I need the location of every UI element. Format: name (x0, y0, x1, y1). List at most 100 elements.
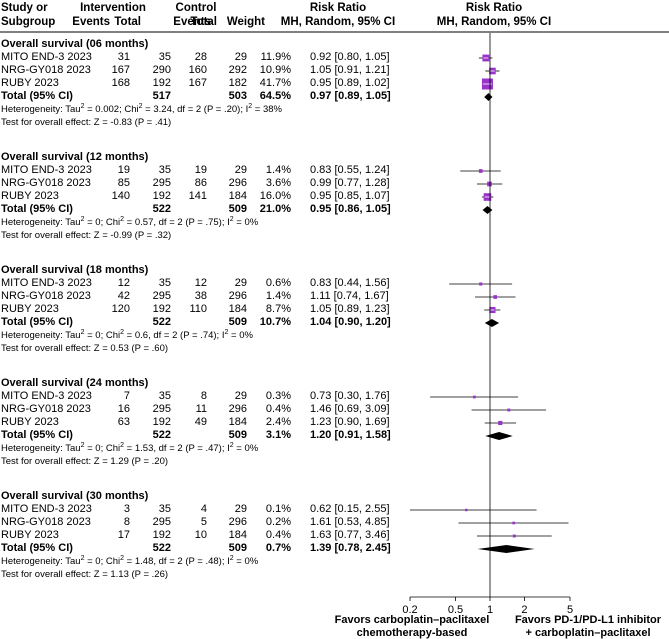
study-int-total: 290 (152, 64, 171, 76)
study-weight: 11.9% (260, 51, 291, 63)
total-label: Total (95% CI) (1, 203, 73, 215)
total-diamond (482, 206, 493, 214)
heterogeneity-part: = 0% (233, 217, 259, 228)
study-ctl-total: 182 (228, 77, 247, 89)
total-diamond (485, 432, 513, 440)
total-int-total: 522 (152, 542, 171, 554)
header-rr-label: Risk Ratio (309, 2, 367, 14)
group-title: Overall survival (24 months) (1, 377, 149, 389)
study-weight: 16.0% (259, 190, 291, 202)
study-ci: 0.95 [0.89, 1.02] (310, 77, 390, 89)
study-ci: 1.46 [0.69, 3.09] (310, 403, 390, 415)
superscript-two: 2 (80, 328, 85, 336)
superscript-two: 2 (80, 215, 85, 223)
study-ci: 0.95 [0.85, 1.07] (310, 190, 390, 202)
study-ctl-total: 29 (234, 503, 247, 515)
study-ctl-events: 19 (194, 164, 207, 176)
heterogeneity-part: Heterogeneity: Tau (1, 217, 81, 228)
total-label: Total (95% CI) (1, 429, 73, 441)
study-ctl-total: 29 (234, 277, 247, 289)
header-int-total: Total (114, 16, 141, 28)
study-ctl-total: 184 (228, 190, 247, 202)
superscript-two: 2 (120, 328, 125, 336)
header-plot-method: MH, Random, 95% CI (436, 16, 552, 28)
study-ctl-events: 49 (194, 416, 207, 428)
study-name: RUBY 2023 (1, 416, 59, 428)
study-ci: 0.62 [0.15, 2.55] (310, 503, 390, 515)
study-name: NRG-GY018 2023 (1, 64, 91, 76)
study-ci: 0.99 [0.77, 1.28] (310, 177, 390, 189)
superscript-two: 2 (80, 554, 85, 562)
heterogeneity-part: = 0; Chi (84, 330, 121, 341)
total-ci: 0.97 [0.89, 1.05] (310, 90, 391, 102)
header-rr-method: MH, Random, 95% CI (280, 16, 396, 28)
study-int-total: 295 (152, 177, 171, 189)
study-name: MITO END-3 2023 (1, 390, 92, 402)
study-int-total: 295 (152, 290, 171, 302)
total-int-total: 522 (152, 316, 171, 328)
study-ci: 1.05 [0.91, 1.21] (310, 64, 390, 76)
study-marker (512, 534, 516, 538)
study-ctl-total: 296 (228, 516, 247, 528)
heterogeneity-part: = 1.48, df = 2 (P = .48); I (124, 556, 230, 567)
study-weight: 0.4% (265, 403, 291, 415)
study-weight: 3.6% (265, 177, 291, 189)
header-ctl-total: Total (190, 16, 217, 28)
heterogeneity-text: Heterogeneity: Tau2 = 0; Chi2 = 0.6, df … (1, 328, 253, 341)
header-subgroup: Subgroup (1, 16, 56, 28)
study-ctl-events: 160 (188, 64, 207, 76)
heterogeneity-part: = 0.6, df = 2 (P = .74); I (124, 330, 225, 341)
superscript-two: 2 (248, 102, 253, 110)
study-ctl-total: 184 (228, 529, 247, 541)
study-marker (493, 295, 498, 299)
heterogeneity-part: Heterogeneity: Tau (1, 443, 81, 454)
header-ctl-events: Events (173, 16, 211, 28)
study-ctl-events: 28 (194, 51, 207, 63)
overall-effect-text: Test for overall effect: Z = 0.53 (P = .… (1, 343, 169, 354)
superscript-two: 2 (224, 328, 229, 336)
favors-left-line2: chemotherapy-based (356, 627, 468, 639)
superscript-two: 2 (120, 215, 125, 223)
header-control: Control (175, 2, 217, 14)
study-marker (479, 282, 483, 286)
study-marker (512, 521, 515, 525)
study-int-total: 35 (158, 164, 171, 176)
total-diamond (484, 319, 500, 327)
heterogeneity-part: = 0.002; Chi (84, 104, 139, 115)
total-label: Total (95% CI) (1, 316, 73, 328)
study-ctl-events: 38 (194, 290, 207, 302)
study-ctl-events: 11 (195, 403, 207, 415)
header-study: Study or (1, 2, 48, 14)
study-weight: 2.4% (265, 416, 291, 428)
study-int-events: 167 (111, 64, 130, 76)
heterogeneity-part: = 0.57, df = 2 (P = .75); I (124, 217, 230, 228)
study-ctl-events: 5 (200, 516, 207, 528)
heterogeneity-part: = 0% (228, 330, 253, 341)
study-weight: 1.4% (265, 164, 291, 176)
study-int-events: 19 (117, 164, 130, 176)
overall-effect-text: Test for overall effect: Z = 1.29 (P = .… (1, 456, 169, 467)
study-marker (507, 408, 511, 412)
study-int-total: 295 (152, 516, 171, 528)
study-ctl-total: 29 (234, 51, 247, 63)
heterogeneity-part: Heterogeneity: Tau (1, 330, 81, 341)
x-axis-tick-label: 5 (566, 604, 574, 616)
total-ctl-total: 509 (228, 316, 247, 328)
total-ctl-total: 503 (228, 90, 247, 102)
total-label: Total (95% CI) (1, 542, 73, 554)
study-marker (487, 181, 492, 187)
study-ctl-total: 296 (228, 177, 247, 189)
study-int-total: 192 (152, 77, 171, 89)
overall-effect-text: Test for overall effect: Z = 1.13 (P = .… (1, 569, 169, 580)
total-int-total: 522 (152, 429, 171, 441)
study-ci: 1.11 [0.74, 1.67] (310, 290, 389, 302)
heterogeneity-text: Heterogeneity: Tau2 = 0; Chi2 = 1.53, df… (1, 442, 258, 454)
study-ci: 0.73 [0.30, 1.76] (310, 390, 390, 402)
total-weight: 64.5% (259, 90, 291, 102)
header-int-events: Events (72, 16, 110, 28)
study-ctl-events: 12 (194, 277, 207, 289)
study-ctl-events: 167 (188, 77, 207, 89)
study-int-events: 3 (123, 503, 130, 515)
study-name: NRG-GY018 2023 (1, 177, 91, 189)
study-weight: 0.6% (265, 277, 291, 289)
